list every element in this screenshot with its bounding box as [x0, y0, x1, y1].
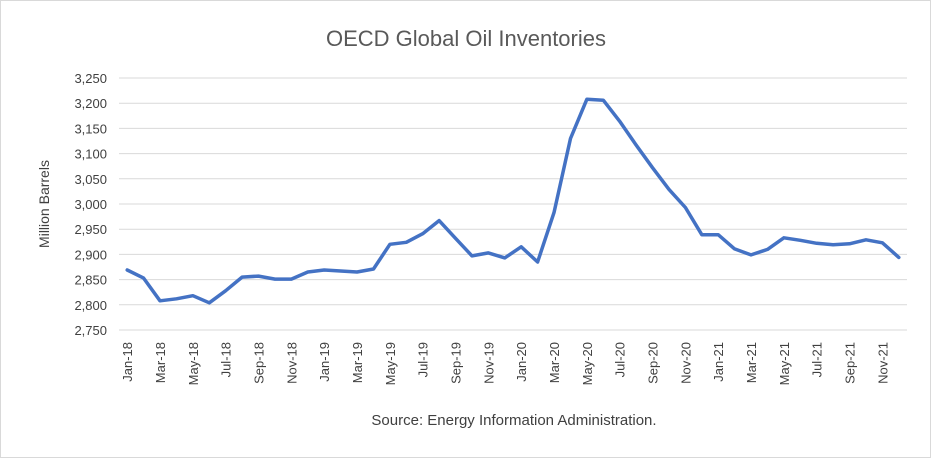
y-axis-ticks: 2,750 2,800 2,850 2,900 2,950 3,000 3,050 3,100… — [74, 71, 107, 338]
x-tick-label: May-21 — [777, 342, 792, 385]
x-tick-label: Nov-18 — [284, 342, 299, 384]
y-axis-title: Million Barrels — [36, 160, 52, 248]
x-tick-label: Sep-18 — [252, 342, 267, 384]
series-line — [127, 99, 899, 303]
x-tick-label: Jul-20 — [613, 342, 628, 377]
x-axis-ticks: Jan-18 Mar-18 May-18 Jul-18 Sep-18 Nov-18 Jan-… — [120, 342, 890, 385]
x-tick-label: Sep-21 — [843, 342, 858, 384]
x-tick-label: Jul-18 — [219, 342, 234, 377]
x-tick-label: Mar-21 — [744, 342, 759, 383]
x-tick-label: Jan-19 — [317, 342, 332, 382]
source-note: Source: Energy Information Administratio… — [371, 412, 656, 429]
gridlines — [119, 78, 907, 330]
x-tick-label: Mar-20 — [547, 342, 562, 383]
y-tick-label: 3,150 — [74, 121, 107, 136]
y-tick-label: 2,850 — [74, 273, 107, 288]
x-tick-label: Jan-20 — [514, 342, 529, 382]
y-tick-label: 3,000 — [74, 197, 107, 212]
series-group — [127, 99, 899, 303]
x-tick-label: Sep-20 — [646, 342, 661, 384]
x-tick-label: Jan-21 — [711, 342, 726, 382]
y-tick-label: 2,950 — [74, 222, 107, 237]
y-tick-label: 2,750 — [74, 323, 107, 338]
x-tick-label: May-20 — [580, 342, 595, 385]
x-tick-label: Mar-18 — [153, 342, 168, 383]
x-tick-label: Mar-19 — [350, 342, 365, 383]
x-tick-label: Nov-21 — [875, 342, 890, 384]
x-tick-label: Nov-20 — [678, 342, 693, 384]
chart-title: OECD Global Oil Inventories — [326, 26, 606, 51]
x-tick-label: Jul-21 — [810, 342, 825, 377]
y-tick-label: 3,100 — [74, 147, 107, 162]
x-tick-label: Jul-19 — [416, 342, 431, 377]
x-tick-label: May-18 — [186, 342, 201, 385]
x-tick-label: May-19 — [383, 342, 398, 385]
x-tick-label: Nov-19 — [481, 342, 496, 384]
y-tick-label: 2,900 — [74, 247, 107, 262]
x-tick-label: Jan-18 — [120, 342, 135, 382]
y-tick-label: 3,250 — [74, 71, 107, 86]
y-tick-label: 2,800 — [74, 298, 107, 313]
x-tick-label: Sep-19 — [449, 342, 464, 384]
y-tick-label: 3,200 — [74, 96, 107, 111]
y-tick-label: 3,050 — [74, 172, 107, 187]
